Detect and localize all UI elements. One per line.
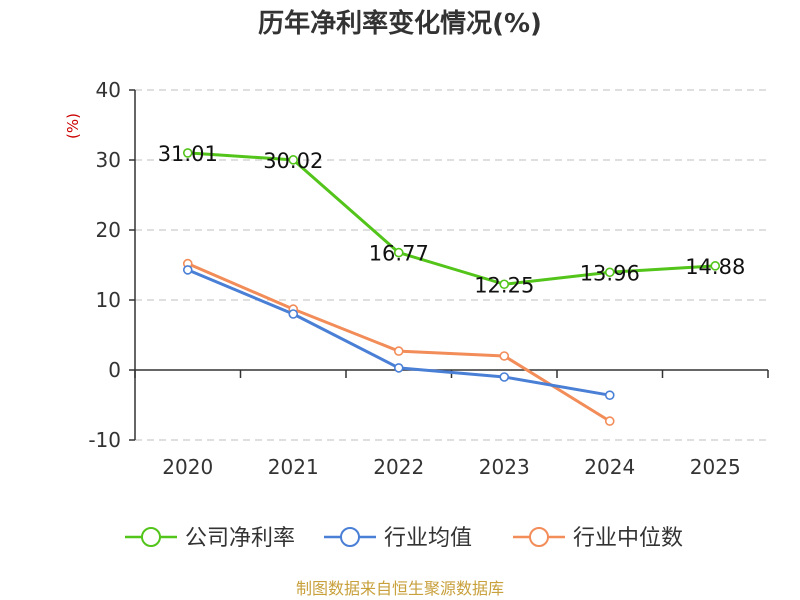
source-note: 制图数据来自恒生聚源数据库	[296, 579, 504, 598]
series-line	[187, 262, 611, 423]
data-point	[499, 279, 510, 290]
x-tick-label: 2020	[162, 455, 213, 479]
axes: 40 30 20 10 0 -10 2020 2021 2022 2023 2024 2025	[88, 78, 769, 479]
data-label: 30.02	[263, 149, 323, 173]
data-point	[393, 247, 404, 258]
y-tick-label: 10	[96, 288, 121, 312]
data-point	[604, 267, 615, 278]
y-axis-label: (%)	[64, 113, 82, 139]
legend[interactable]: 公司净利率 行业均值 行业中位数	[125, 526, 683, 551]
series-line	[187, 268, 611, 397]
data-point	[182, 148, 193, 158]
data-label: 31.01	[158, 142, 218, 166]
data-point	[499, 372, 510, 382]
x-tick-label: 2023	[479, 455, 530, 479]
legend-marker	[340, 527, 360, 547]
data-point	[288, 155, 299, 165]
series-line	[187, 151, 716, 286]
y-tick-label: 20	[96, 218, 121, 242]
data-point	[499, 351, 510, 361]
series: 31.01 30.02 16.77 12.25 13.96 14.88	[158, 142, 745, 426]
legend-label: 公司净利率	[185, 526, 295, 551]
data-label: 13.96	[580, 261, 640, 285]
x-tick-label: 2021	[268, 455, 319, 479]
y-tick-label: 0	[108, 358, 121, 382]
y-tick-label: 40	[96, 78, 121, 102]
data-label: 16.77	[369, 242, 429, 266]
data-point	[182, 265, 193, 275]
legend-label: 行业中位数	[573, 526, 683, 551]
legend-marker	[141, 527, 161, 547]
chart-title: 历年净利率变化情况(%)	[258, 8, 542, 39]
data-point	[604, 390, 615, 401]
y-tick-label: -10	[88, 428, 121, 452]
x-tick-label: 2022	[373, 455, 424, 479]
data-point	[710, 261, 721, 271]
data-point	[393, 363, 404, 373]
data-point	[393, 346, 404, 356]
legend-label: 行业均值	[384, 526, 472, 551]
data-label: 12.25	[474, 273, 534, 297]
y-tick-label: 30	[96, 148, 121, 172]
legend-item[interactable]: 行业中位数	[513, 526, 683, 551]
data-label: 14.88	[685, 255, 745, 279]
data-point	[288, 309, 299, 319]
x-tick-label: 2025	[690, 455, 741, 479]
data-point	[604, 416, 615, 426]
grid	[135, 89, 768, 441]
legend-item[interactable]: 公司净利率	[125, 526, 295, 551]
legend-marker	[529, 527, 549, 547]
legend-item[interactable]: 行业均值	[324, 526, 472, 551]
x-tick-label: 2024	[584, 455, 635, 479]
